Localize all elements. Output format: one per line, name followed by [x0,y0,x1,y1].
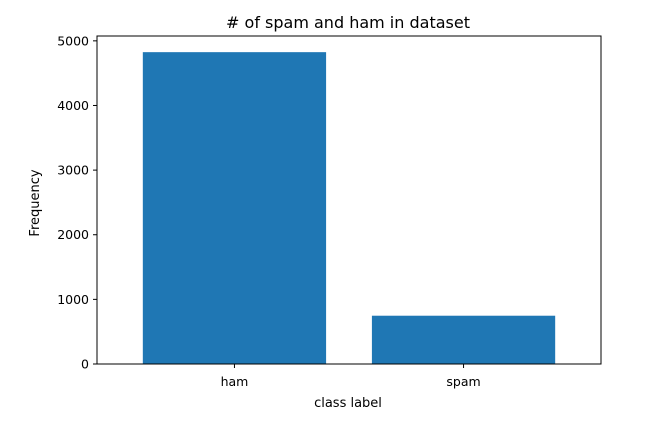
y-tick-label-2000: 2000 [57,227,89,242]
chart-title: # of spam and ham in dataset [226,13,470,32]
plot-frame [96,35,602,365]
y-tick-label-4000: 4000 [57,98,89,113]
y-axis-label: Frequency [28,169,43,236]
y-tick-label-0: 0 [81,357,89,372]
bar-ham [142,52,327,365]
y-tick-label-5000: 5000 [57,33,89,48]
y-axis: 0 1000 2000 3000 4000 5000 [57,33,97,372]
bar-spam [371,315,556,364]
x-tick-label-ham: ham [221,374,249,389]
x-tick-label-spam: spam [446,374,480,389]
bars-layer [142,52,556,365]
x-axis: ham spam [221,364,481,389]
y-tick-label-3000: 3000 [57,163,89,178]
y-tick-label-1000: 1000 [57,292,89,307]
x-axis-label: class label [314,396,382,411]
